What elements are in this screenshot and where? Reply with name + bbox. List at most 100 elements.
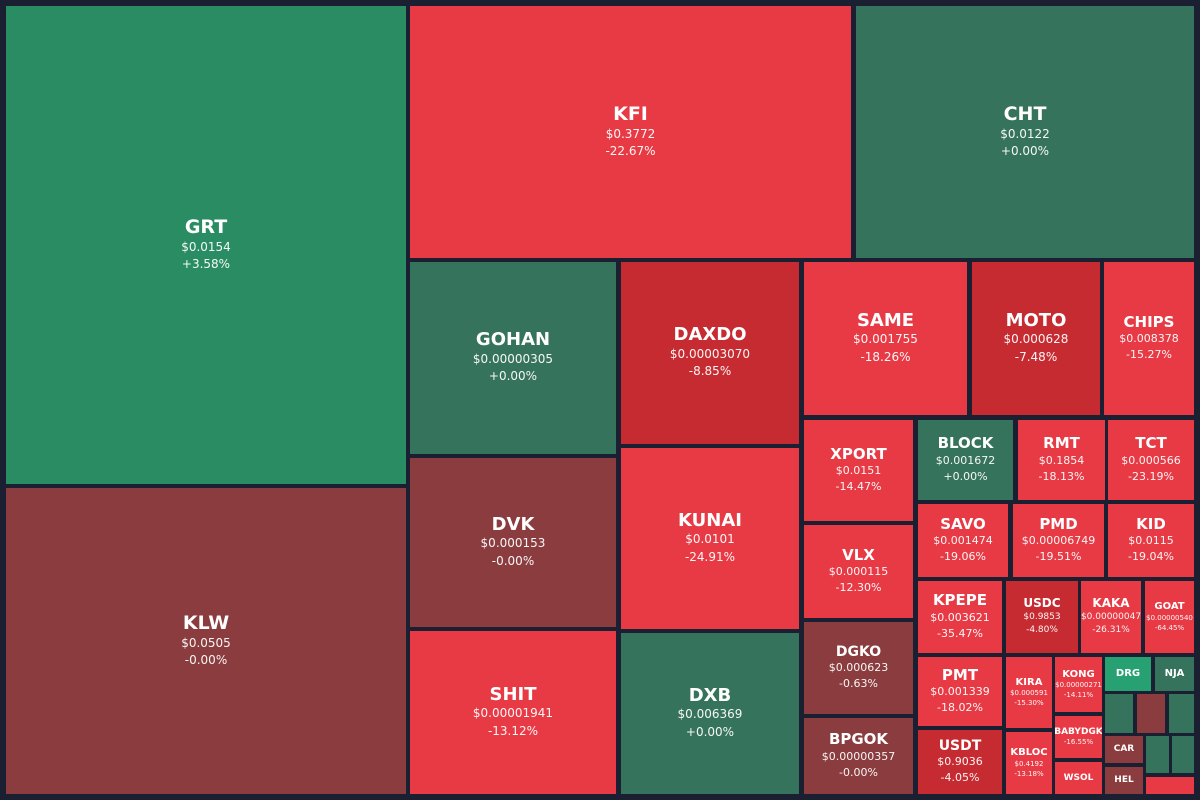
tile-symbol: BPGOK [828,730,889,749]
tile-symbol: KBLOC [1010,747,1048,759]
tile-symbol: HEL [1114,775,1134,786]
tile-kunai[interactable]: KUNAI $0.0101 -24.91% [621,448,799,629]
tile-change: -15.30% [1014,699,1044,708]
tile-vlx[interactable]: VLX $0.000115 -12.30% [804,525,913,618]
tile-grt[interactable]: GRT $0.0154 +3.58% [6,6,406,484]
tile-kid[interactable]: KID $0.0115 -19.04% [1108,504,1194,577]
tile-price: $0.001672 [935,453,996,467]
tile-unlabeled-39[interactable] [1137,694,1165,733]
tile-cht[interactable]: CHT $0.0122 +0.00% [856,6,1194,258]
tile-symbol: PMT [941,665,979,684]
tile-change: -13.18% [1014,769,1044,778]
tile-block[interactable]: BLOCK $0.001672 +0.00% [918,420,1013,500]
tile-change: -14.11% [1063,691,1094,700]
tile-change: -19.04% [1128,550,1174,564]
tile-kong[interactable]: KONG $0.00000271 -14.11% [1055,657,1102,712]
tile-symbol: SAVO [940,514,986,533]
tile-change: -19.06% [940,550,986,564]
tile-dvk[interactable]: DVK $0.000153 -0.00% [410,458,616,627]
tile-tct[interactable]: TCT $0.000566 -23.19% [1108,420,1194,500]
tile-price: $0.001339 [930,685,990,699]
tile-dgko[interactable]: DGKO $0.000623 -0.63% [804,622,913,714]
tile-change: -35.47% [937,626,983,640]
tile-price: $0.000628 [1003,332,1069,347]
tile-rmt[interactable]: RMT $0.1854 -18.13% [1018,420,1105,500]
tile-change: -4.80% [1026,624,1058,635]
tile-change: -18.13% [1038,469,1085,483]
tile-price: $0.0151 [835,464,882,478]
tile-pmd[interactable]: PMD $0.00006749 -19.51% [1013,504,1104,577]
tile-price: $0.00000047 [1081,611,1141,622]
tile-symbol: DRG [1115,668,1141,680]
tile-change: -8.85% [688,364,732,379]
tile-price: $0.0122 [1000,126,1050,141]
tile-car[interactable]: CAR [1105,736,1143,763]
tile-change: -4.05% [940,771,980,785]
tile-kpepe[interactable]: KPEPE $0.003621 -35.47% [918,581,1002,653]
tile-symbol: DXB [688,684,732,706]
tile-symbol: KLW [182,611,230,634]
tile-change: -19.51% [1035,550,1082,564]
tile-hel[interactable]: HEL [1105,767,1143,794]
tile-gohan[interactable]: GOHAN $0.00000305 +0.00% [410,262,616,454]
tile-change: +0.00% [1000,143,1050,158]
tile-change: -18.26% [860,349,911,364]
tile-usdc[interactable]: USDC $0.9853 -4.80% [1006,581,1078,653]
tile-symbol: KID [1136,514,1166,533]
tile-bpgok[interactable]: BPGOK $0.00000357 -0.00% [804,718,913,794]
tile-usdt[interactable]: USDT $0.9036 -4.05% [918,730,1002,794]
tile-unlabeled-38[interactable] [1105,694,1133,733]
tile-symbol: VLX [842,545,875,564]
tile-price: $0.0154 [181,239,231,254]
tile-price: $0.006369 [677,707,743,722]
tile-price: $0.000566 [1121,453,1181,467]
tile-dxb[interactable]: DXB $0.006369 +0.00% [621,633,799,794]
tile-symbol: BLOCK [937,434,994,453]
tile-kfi[interactable]: KFI $0.3772 -22.67% [410,6,851,258]
tile-kira[interactable]: KIRA $0.000591 -15.30% [1006,657,1052,728]
tile-moto[interactable]: MOTO $0.000628 -7.48% [972,262,1100,415]
tile-unlabeled-42[interactable] [1172,736,1194,773]
tile-price: $0.000623 [828,661,889,675]
tile-kaka[interactable]: KAKA $0.00000047 -26.31% [1081,581,1141,653]
tile-goat[interactable]: GOAT $0.00000540 -64.45% [1145,581,1194,653]
tile-price: $0.00001941 [472,706,554,721]
tile-symbol: GOAT [1154,601,1185,613]
tile-unlabeled-41[interactable] [1146,736,1169,773]
tile-drg[interactable]: DRG [1105,657,1151,691]
tile-change: -15.27% [1126,348,1172,362]
tile-change: +3.58% [181,256,231,271]
tile-klw[interactable]: KLW $0.0505 -0.00% [6,488,406,794]
tile-unlabeled-40[interactable] [1169,694,1194,733]
tile-change: -0.00% [839,765,878,779]
tile-change: -18.02% [937,701,983,715]
tile-kbloc[interactable]: KBLOC $0.4192 -13.18% [1006,732,1052,794]
tile-symbol: KONG [1062,668,1095,680]
tile-savo[interactable]: SAVO $0.001474 -19.06% [918,504,1008,577]
tile-nja[interactable]: NJA [1155,657,1194,691]
tile-price: $0.0101 [685,532,735,547]
tile-symbol: DVK [491,513,535,535]
tile-price: $0.000153 [480,536,546,551]
tile-daxdo[interactable]: DAXDO $0.00003070 -8.85% [621,262,799,444]
tile-symbol: GRT [184,215,228,238]
tile-babydgk[interactable]: BABYDGK -16.55% [1055,716,1102,758]
tile-pmt[interactable]: PMT $0.001339 -18.02% [918,657,1002,726]
tile-unlabeled-43[interactable] [1146,777,1194,794]
tile-symbol: DGKO [835,644,882,661]
tile-price: $0.001755 [853,332,918,347]
tile-change: -7.48% [1014,349,1058,364]
tile-shit[interactable]: SHIT $0.00001941 -13.12% [410,631,616,794]
tile-symbol: PMD [1039,514,1078,533]
tile-change: -0.63% [839,677,878,691]
tile-symbol: USDC [1023,596,1061,611]
tile-chips[interactable]: CHIPS $0.008378 -15.27% [1104,262,1194,415]
tile-symbol: XPORT [830,444,887,463]
tile-price: $0.00000271 [1055,681,1102,690]
tile-symbol: KIRA [1015,676,1043,688]
tile-same[interactable]: SAME $0.001755 -18.26% [804,262,967,415]
tile-symbol: WSOL [1063,772,1094,783]
tile-xport[interactable]: XPORT $0.0151 -14.47% [804,420,913,521]
tile-wsol[interactable]: WSOL [1055,762,1102,794]
tile-symbol: SHIT [489,683,537,705]
